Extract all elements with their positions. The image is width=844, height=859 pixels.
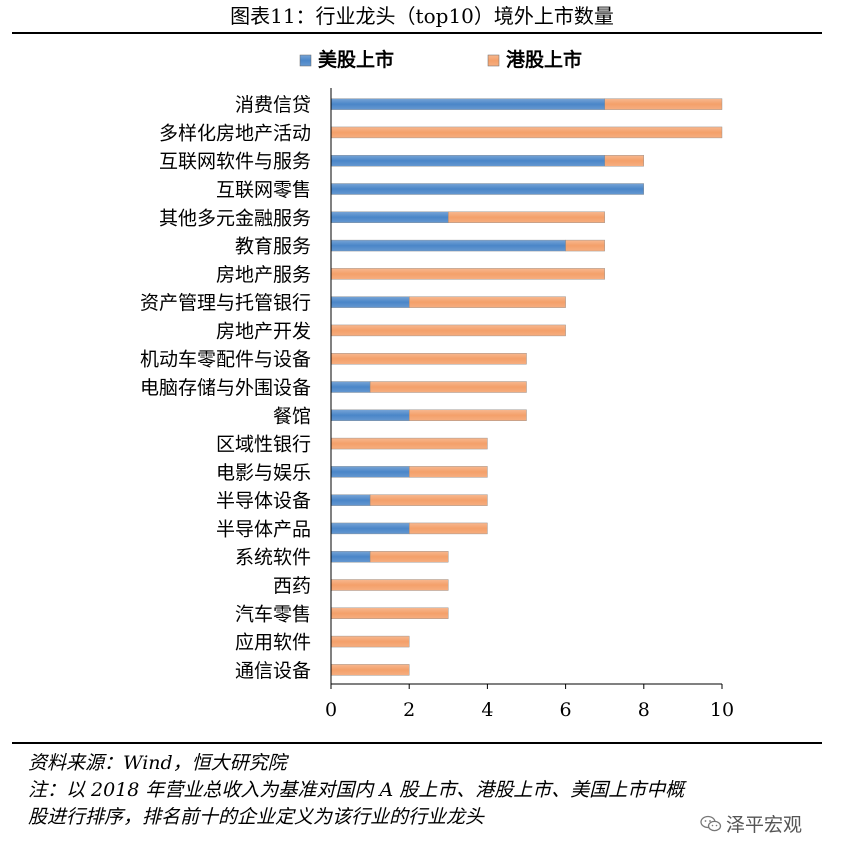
wechat-icon xyxy=(700,815,722,831)
category-label-17: 系统软件 xyxy=(235,547,311,569)
bar-2-6 xyxy=(565,239,605,252)
footnote-line-1: 注：以 2018 年营业总收入为基准对国内 A 股上市、港股上市、美国上市中概 xyxy=(28,779,685,801)
bar-2-7 xyxy=(330,268,605,280)
notes-block: 资料来源：Wind，恒大研究院 注：以 2018 年营业总收入为基准对国内 A … xyxy=(28,750,818,831)
bar-1-12 xyxy=(330,409,410,421)
category-label-1: 消费信贷 xyxy=(235,94,311,116)
category-label-16: 半导体产品 xyxy=(216,518,311,540)
bar-1-1 xyxy=(330,98,605,110)
category-label-15: 半导体设备 xyxy=(216,490,311,512)
bar-2-3 xyxy=(604,155,645,167)
x-tick-label-5: 8 xyxy=(638,699,650,721)
category-label-4: 互联网零售 xyxy=(216,179,311,201)
x-tick-label-2: 2 xyxy=(403,699,415,721)
category-label-6: 教育服务 xyxy=(235,236,311,258)
category-label-7: 房地产服务 xyxy=(216,264,311,286)
category-label-18: 西药 xyxy=(273,575,311,597)
legend-label-2: 港股上市 xyxy=(506,48,582,71)
bar-2-18 xyxy=(330,579,449,591)
legend-label-1: 美股上市 xyxy=(318,48,394,71)
watermark: 泽平宏观 xyxy=(700,810,802,837)
x-tick-label-4: 6 xyxy=(560,699,572,721)
footnote-line-2: 股进行排序，排名前十的企业定义为该行业的行业龙头 xyxy=(28,806,485,828)
category-label-5: 其他多元金融服务 xyxy=(159,207,311,229)
bar-2-11 xyxy=(369,381,527,393)
bar-1-8 xyxy=(330,296,410,308)
bar-2-5 xyxy=(448,211,605,223)
category-label-8: 资产管理与托管银行 xyxy=(140,292,311,314)
bar-1-16 xyxy=(330,522,410,535)
bar-2-13 xyxy=(330,437,488,450)
source-note: 资料来源：Wind，恒大研究院 xyxy=(28,752,287,774)
bar-2-14 xyxy=(409,466,488,478)
category-label-20: 应用软件 xyxy=(235,632,311,654)
bar-1-15 xyxy=(330,494,371,506)
category-label-13: 区域性银行 xyxy=(216,434,311,456)
stacked-bar-chart: 美股上市 港股上市消费信贷多样化房地产活动互联网软件与服务互联网零售其他多元金融服… xyxy=(140,48,734,721)
bar-1-4 xyxy=(330,183,644,195)
bottom-rule xyxy=(12,742,822,744)
category-label-12: 餐馆 xyxy=(273,405,311,427)
bar-1-3 xyxy=(330,155,605,167)
legend-swatch-2 xyxy=(487,54,500,67)
category-label-19: 汽车零售 xyxy=(235,603,311,625)
bar-2-19 xyxy=(330,607,449,619)
bar-2-1 xyxy=(604,98,723,110)
bar-1-17 xyxy=(330,551,371,563)
bar-1-5 xyxy=(330,211,449,223)
top-rule xyxy=(12,32,822,34)
bar-2-8 xyxy=(409,296,566,308)
bar-2-12 xyxy=(409,409,527,421)
bar-1-14 xyxy=(330,466,410,478)
bar-2-17 xyxy=(369,551,449,563)
chart-title: 图表11：行业龙头（top10）境外上市数量 xyxy=(230,4,614,28)
bar-2-10 xyxy=(330,353,527,365)
legend-swatch-1 xyxy=(299,54,312,67)
bar-1-11 xyxy=(330,381,371,393)
bar-2-20 xyxy=(330,635,410,648)
watermark-text: 泽平宏观 xyxy=(726,814,803,836)
bar-2-9 xyxy=(330,324,566,337)
bar-2-21 xyxy=(330,664,410,676)
category-label-9: 房地产开发 xyxy=(216,320,311,342)
category-label-21: 通信设备 xyxy=(235,660,311,682)
x-tick-label-6: 10 xyxy=(710,699,734,721)
category-label-11: 电脑存储与外围设备 xyxy=(140,377,311,399)
x-tick-label-3: 4 xyxy=(481,699,493,721)
category-label-2: 多样化房地产活动 xyxy=(159,122,311,144)
bar-1-6 xyxy=(330,239,566,252)
category-label-14: 电影与娱乐 xyxy=(216,462,311,484)
bar-2-16 xyxy=(409,522,488,535)
category-label-3: 互联网软件与服务 xyxy=(159,151,311,173)
x-tick-label-1: 0 xyxy=(325,699,337,721)
bar-2-2 xyxy=(330,126,723,139)
bar-2-15 xyxy=(369,494,488,506)
category-label-10: 机动车零配件与设备 xyxy=(140,349,311,371)
